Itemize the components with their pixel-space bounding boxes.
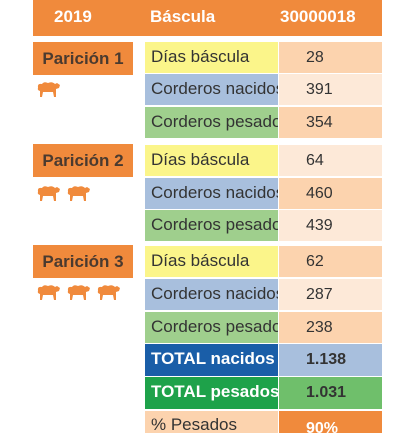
row-label: Corderos pesados (145, 210, 278, 241)
partition-2-row-dias: Días báscula 64 (145, 145, 382, 176)
partition-1-row-dias: Días báscula 28 (145, 42, 382, 73)
row-value: 391 (279, 74, 382, 105)
partition-1-row-pesados: Corderos pesados 354 (145, 107, 382, 138)
row-value: 439 (279, 210, 382, 241)
sheep-icon (97, 285, 120, 300)
partition-3-row-pesados: Corderos pesados 238 (145, 312, 382, 343)
total-nacidos-label: TOTAL nacidos (145, 344, 278, 376)
row-value: 354 (279, 107, 382, 138)
row-value: 460 (279, 178, 382, 209)
row-label: Corderos pesados (145, 312, 278, 343)
total-nacidos-row: TOTAL nacidos 1.138 (145, 344, 382, 376)
partition-3-title: Parición 3 (33, 245, 133, 278)
row-label: Corderos nacidos (145, 178, 278, 209)
partition-2-row-nacidos: Corderos nacidos 460 (145, 178, 382, 209)
pct-pesados-row: % Pesados 90% (145, 411, 382, 433)
header-bascula: Báscula (150, 7, 216, 26)
partition-3-row-dias: Días báscula 62 (145, 246, 382, 277)
partition-2-title: Parición 2 (33, 144, 133, 177)
sheep-icon (37, 186, 60, 201)
row-label: Días báscula (145, 145, 278, 176)
total-nacidos-value: 1.138 (279, 344, 382, 376)
total-pesados-label: TOTAL pesados (145, 377, 278, 409)
total-pesados-row: TOTAL pesados 1.031 (145, 377, 382, 409)
partition-1-title: Parición 1 (33, 42, 133, 75)
row-value: 287 (279, 279, 382, 310)
row-value: 64 (279, 145, 382, 176)
row-value: 238 (279, 312, 382, 343)
header-year: 2019 (54, 7, 92, 26)
sheep-icon (67, 285, 90, 300)
row-value: 28 (279, 42, 382, 73)
sheep-icon (37, 82, 60, 97)
partition-1-row-nacidos: Corderos nacidos 391 (145, 74, 382, 105)
sheep-icon (67, 186, 90, 201)
sheep-icon (37, 285, 60, 300)
row-label: Días báscula (145, 246, 278, 277)
total-pesados-value: 1.031 (279, 377, 382, 409)
partition-2-row-pesados: Corderos pesados 439 (145, 210, 382, 241)
row-label: Corderos nacidos (145, 279, 278, 310)
row-label: Corderos pesados (145, 107, 278, 138)
row-value: 62 (279, 246, 382, 277)
header-code: 30000018 (280, 7, 356, 26)
table-header: 2019 Báscula 30000018 (33, 0, 382, 36)
partition-3-row-nacidos: Corderos nacidos 287 (145, 279, 382, 310)
pct-pesados-label: % Pesados (145, 411, 278, 433)
row-label: Corderos nacidos (145, 74, 278, 105)
pct-pesados-value: 90% (279, 411, 382, 433)
row-label: Días báscula (145, 42, 278, 73)
